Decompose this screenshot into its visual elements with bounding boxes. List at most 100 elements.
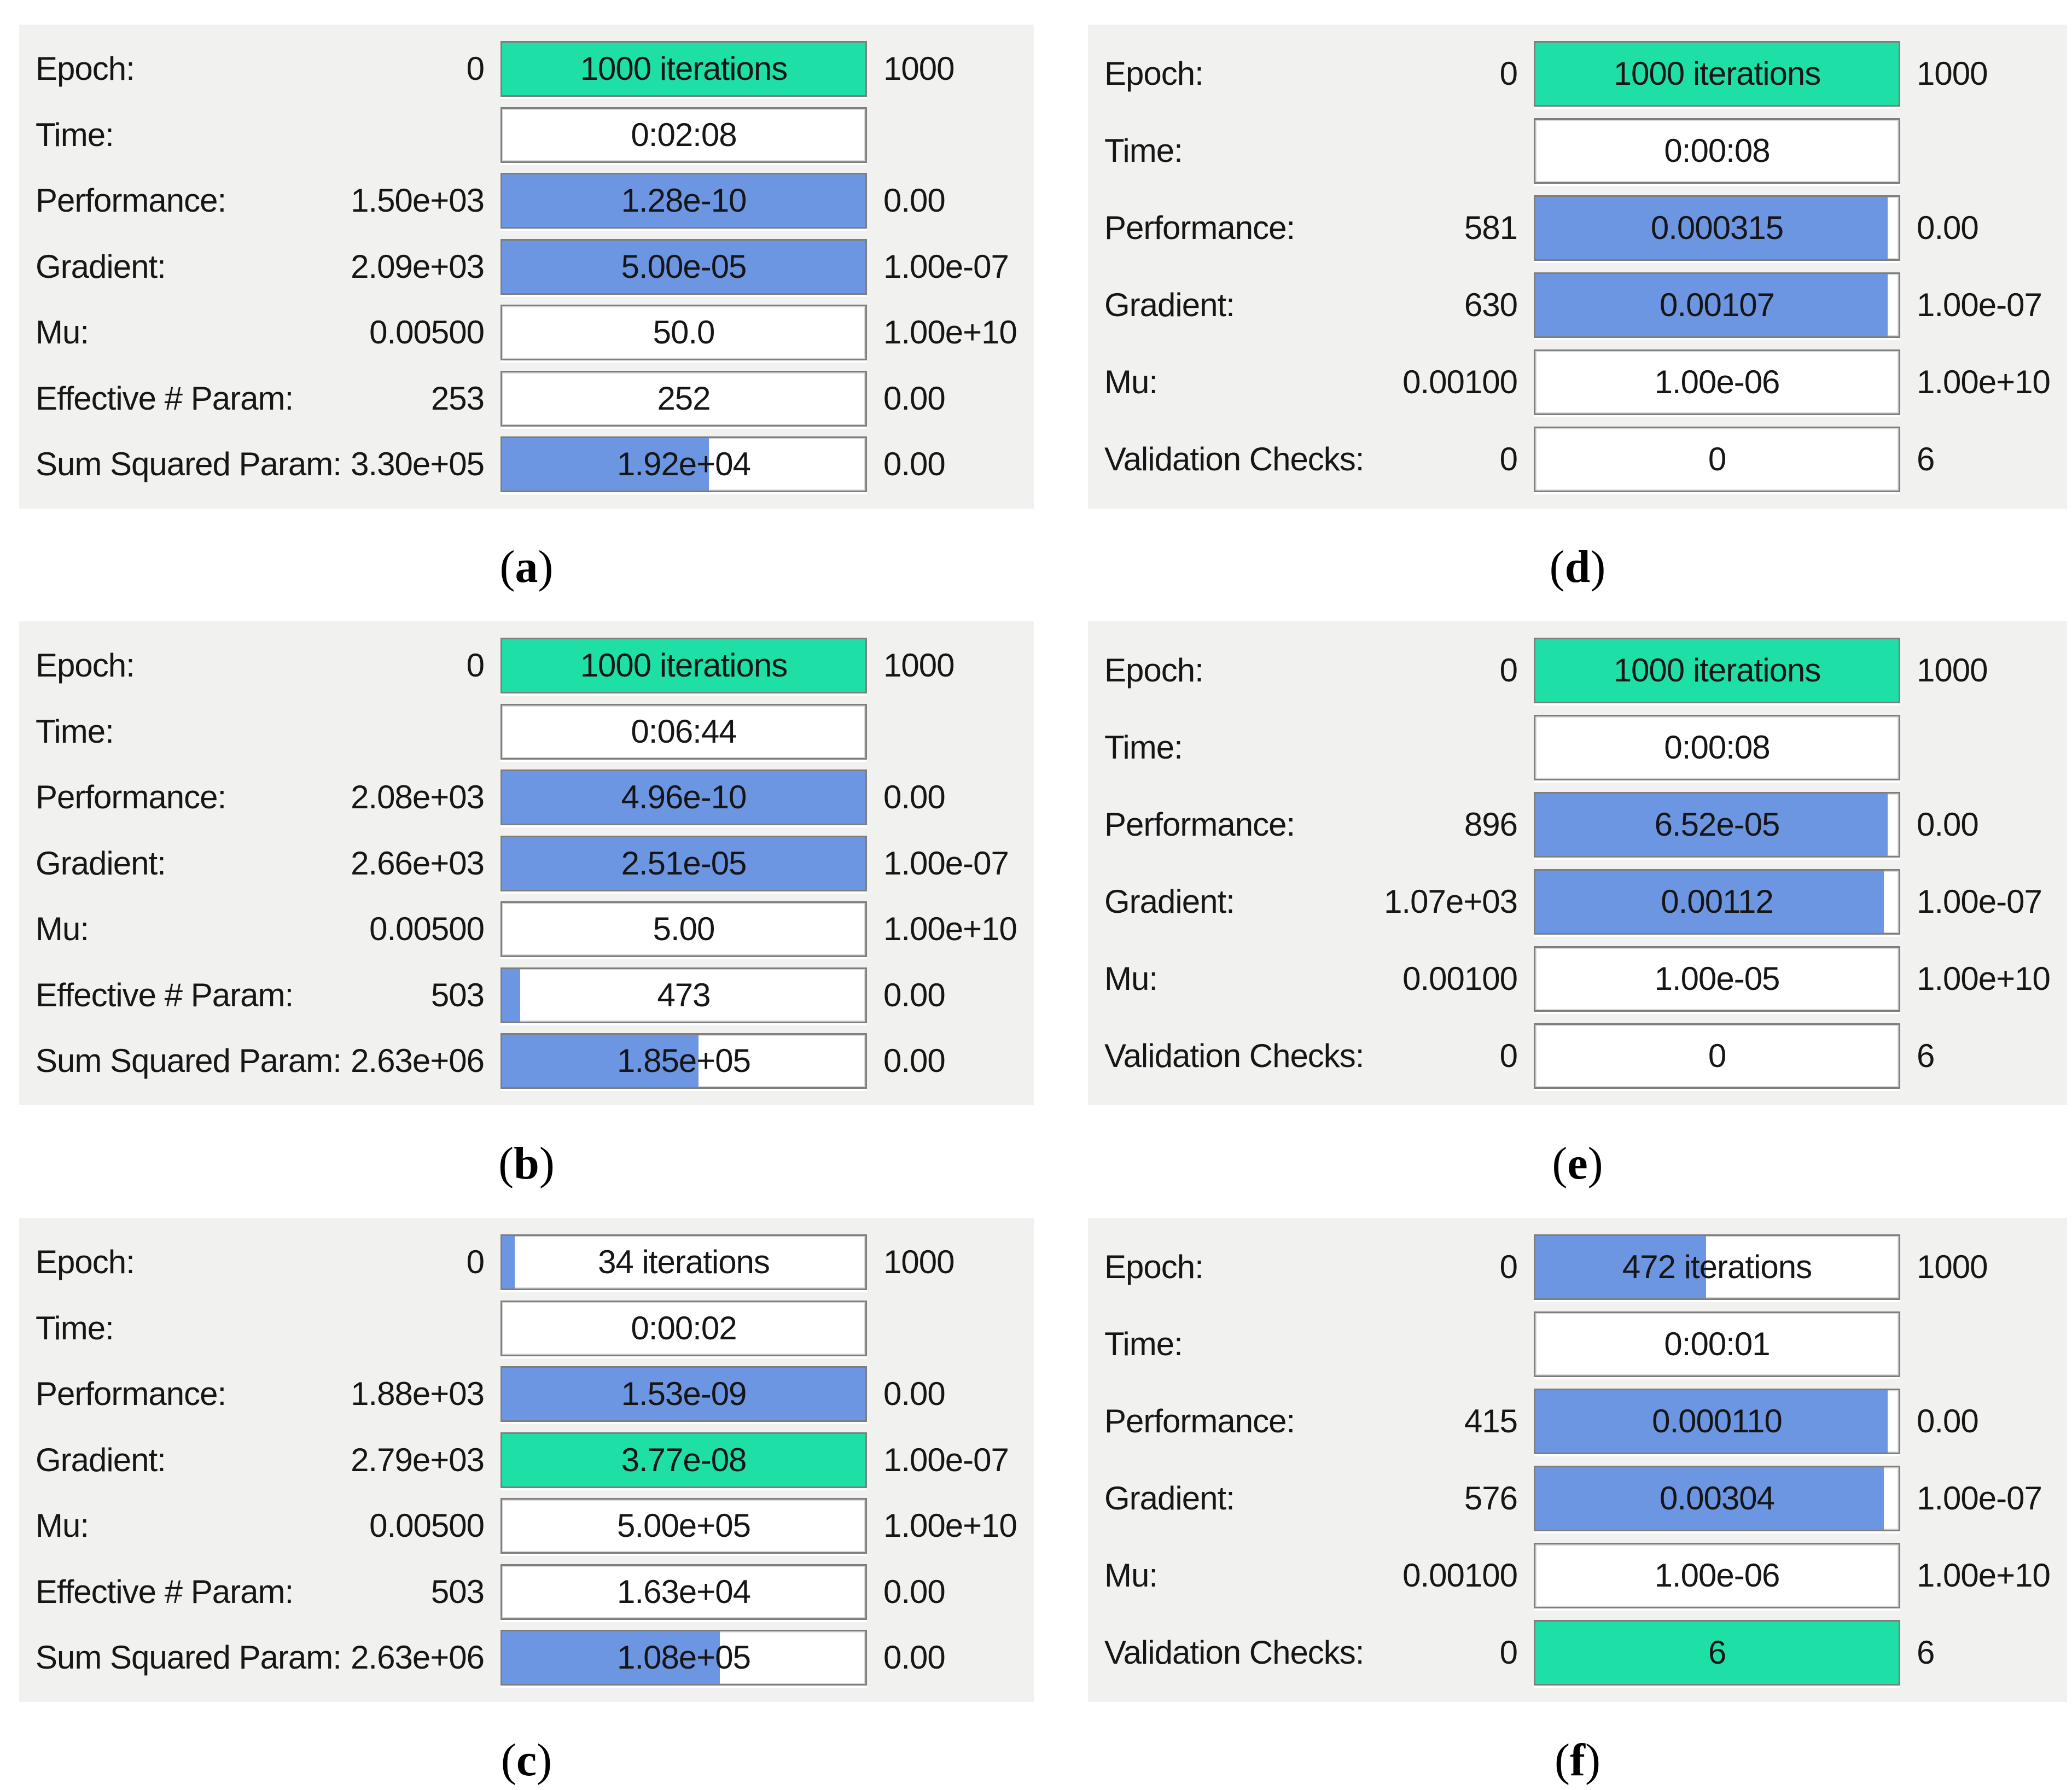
row-max-value: 0.00 bbox=[883, 380, 946, 417]
row-label-values: Mu: 0.00500 bbox=[36, 1507, 485, 1544]
progress-bar-text: 0:02:08 bbox=[631, 116, 737, 153]
row-max-value: 1.00e-07 bbox=[1917, 287, 2042, 323]
progress-row: Mu: 0.00500 5.00e+05 1.00e+10 bbox=[36, 1498, 1017, 1554]
caption-close-paren: ) bbox=[538, 541, 554, 592]
progress-bar-text: 0.00107 bbox=[1660, 287, 1775, 323]
progress-bar-text: 1.85e+05 bbox=[617, 1042, 751, 1079]
row-min-value: 576 bbox=[1464, 1480, 1518, 1517]
row-label-values: Performance: 415 bbox=[1104, 1403, 1518, 1439]
row-label: Performance: bbox=[1104, 209, 1295, 246]
row-min-value: 2.08e+03 bbox=[351, 779, 485, 815]
row-label: Epoch: bbox=[36, 1244, 135, 1280]
row-label-values: Time: bbox=[1104, 731, 1517, 764]
row-min-value: 2.63e+06 bbox=[351, 1042, 485, 1079]
progress-bar: 1.28e-10 bbox=[500, 173, 867, 229]
row-label: Validation Checks: bbox=[1104, 1037, 1364, 1074]
row-max-value: 1.00e-07 bbox=[883, 844, 1009, 882]
progress-bar-text: 1.08e+05 bbox=[617, 1639, 751, 1676]
progress-bar: 1.85e+05 bbox=[500, 1033, 867, 1089]
progress-row: Validation Checks: 0 0 6 bbox=[1104, 1023, 2048, 1089]
row-label: Sum Squared Param: bbox=[36, 1639, 342, 1676]
progress-bar: 2.51e-05 bbox=[500, 835, 867, 891]
row-max-value: 1000 bbox=[883, 647, 954, 684]
progress-bar: 0.00107 bbox=[1534, 272, 1900, 338]
progress-bar-fill bbox=[502, 1236, 515, 1288]
row-min-value: 0 bbox=[466, 50, 485, 87]
progress-bar-text: 3.77e-08 bbox=[621, 1441, 747, 1478]
row-max-value: 1.00e+10 bbox=[1917, 960, 2051, 997]
progress-row: Effective # Param: 503 473 0.00 bbox=[36, 967, 1015, 1023]
row-min-value: 1.50e+03 bbox=[351, 182, 485, 219]
progress-bar-fill bbox=[1535, 794, 1888, 856]
training-progress-panel: Epoch: 0 1000 iterations 1000 Time: 0:02:08 Pe… bbox=[19, 25, 1034, 509]
row-min-value: 0 bbox=[466, 647, 485, 684]
progress-bar: 5.00e-05 bbox=[500, 238, 867, 295]
row-label: Mu: bbox=[1104, 364, 1158, 400]
row-label: Mu: bbox=[1104, 1557, 1158, 1594]
row-max-value: 1.00e-07 bbox=[1917, 883, 2042, 920]
row-min-value: 0 bbox=[1499, 1634, 1518, 1671]
progress-bar-text: 6 bbox=[1708, 1634, 1726, 1671]
training-progress-panel: Epoch: 0 1000 iterations 1000 Time: 0:06:44 Pe… bbox=[19, 621, 1034, 1105]
progress-row: Validation Checks: 0 6 6 bbox=[1104, 1620, 2048, 1686]
progress-bar: 0:06:44 bbox=[500, 703, 867, 760]
caption-letter: a bbox=[515, 541, 538, 592]
row-min-value: 581 bbox=[1464, 209, 1518, 246]
progress-bar: 34 iterations bbox=[500, 1234, 867, 1290]
row-min-value: 0.00100 bbox=[1402, 960, 1518, 997]
row-min-value: 1.07e+03 bbox=[1384, 883, 1518, 920]
row-label-values: Gradient: 2.66e+03 bbox=[36, 844, 485, 882]
progress-row: Effective # Param: 253 252 0.00 bbox=[36, 370, 1015, 427]
row-max-value: 1.00e+10 bbox=[883, 314, 1017, 351]
progress-row: Time: 0:00:08 bbox=[1104, 715, 2048, 780]
progress-bar: 0:00:02 bbox=[500, 1300, 867, 1356]
progress-bar: 6.52e-05 bbox=[1534, 792, 1900, 858]
panel-cell: Epoch: 0 472 iterations 1000 Time: 0:00:01 Per… bbox=[1036, 1193, 2072, 1790]
row-min-value: 503 bbox=[430, 976, 485, 1013]
progress-bar: 472 iterations bbox=[1534, 1234, 1900, 1300]
progress-bar: 1.00e-06 bbox=[1534, 1543, 1900, 1608]
row-label: Effective # Param: bbox=[36, 1573, 294, 1610]
training-progress-panel: Epoch: 0 34 iterations 1000 Time: 0:00:02 Perf… bbox=[19, 1218, 1034, 1702]
progress-bar: 0.00304 bbox=[1534, 1466, 1900, 1531]
row-label-values: Time: bbox=[36, 715, 484, 748]
progress-bar: 1.92e+04 bbox=[500, 436, 867, 492]
caption-open-paren: ( bbox=[500, 1735, 516, 1786]
row-label-values: Mu: 0.00500 bbox=[36, 913, 485, 946]
row-label-values: Mu: 0.00100 bbox=[1104, 364, 1518, 400]
progress-bar: 6 bbox=[1534, 1620, 1900, 1686]
row-label: Sum Squared Param: bbox=[36, 1042, 342, 1079]
row-label-values: Gradient: 576 bbox=[1104, 1480, 1518, 1517]
row-label: Gradient: bbox=[36, 844, 166, 882]
row-min-value: 0 bbox=[1499, 652, 1518, 689]
caption-close-paren: ) bbox=[1587, 1138, 1603, 1189]
row-max-value: 0.00 bbox=[883, 182, 946, 219]
progress-row: Epoch: 0 1000 iterations 1000 bbox=[1104, 638, 2048, 703]
row-min-value: 0.00500 bbox=[369, 1507, 485, 1544]
caption-open-paren: ( bbox=[1552, 1138, 1568, 1189]
progress-bar-text: 0:00:01 bbox=[1664, 1326, 1770, 1362]
progress-bar: 1.00e-05 bbox=[1534, 946, 1900, 1012]
progress-row: Epoch: 0 34 iterations 1000 bbox=[36, 1234, 1015, 1290]
progress-bar: 1.63e+04 bbox=[500, 1564, 867, 1620]
row-label: Performance: bbox=[1104, 1403, 1295, 1439]
row-label: Validation Checks: bbox=[1104, 1634, 1364, 1671]
row-min-value: 2.09e+03 bbox=[351, 248, 485, 285]
progress-row: Performance: 415 0.000110 0.00 bbox=[1104, 1389, 2048, 1454]
progress-row: Sum Squared Param: 2.63e+06 1.08e+05 0.00 bbox=[36, 1630, 1015, 1686]
progress-row: Performance: 2.08e+03 4.96e-10 0.00 bbox=[36, 769, 1015, 825]
progress-bar: 252 bbox=[500, 370, 867, 427]
row-max-value: 0.00 bbox=[1917, 1403, 1979, 1439]
progress-bar-fill bbox=[502, 1631, 720, 1684]
progress-row: Mu: 0.00100 1.00e-06 1.00e+10 bbox=[1104, 1543, 2051, 1608]
row-label-values: Time: bbox=[36, 118, 484, 151]
row-label: Time: bbox=[36, 1309, 114, 1346]
row-label: Mu: bbox=[36, 314, 89, 351]
row-max-value: 0.00 bbox=[883, 446, 946, 482]
progress-bar: 473 bbox=[500, 967, 867, 1023]
row-label-values: Performance: 581 bbox=[1104, 209, 1518, 246]
progress-bar-text: 0 bbox=[1708, 441, 1726, 477]
row-label: Time: bbox=[1104, 1326, 1183, 1362]
caption-letter: e bbox=[1567, 1138, 1588, 1189]
